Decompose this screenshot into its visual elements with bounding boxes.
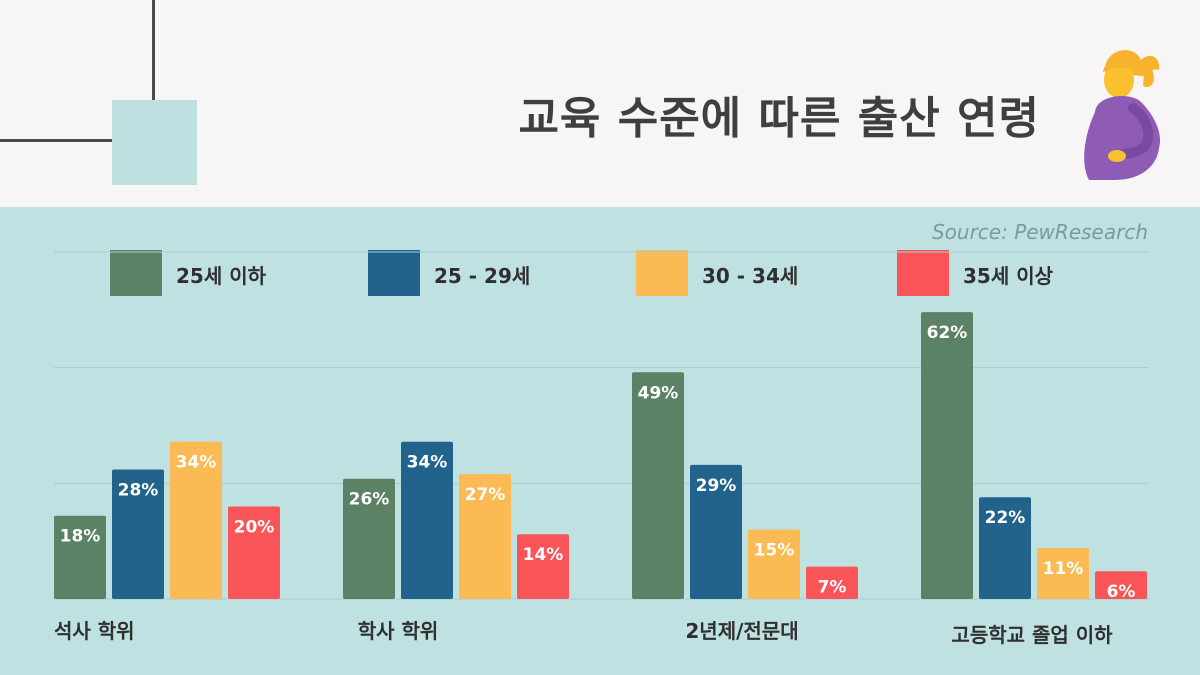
- legend-swatch: [636, 250, 688, 296]
- pregnant-woman-icon: [1084, 50, 1161, 180]
- bar-value-label: 49%: [638, 383, 679, 403]
- category-label: 2년제/전문대: [685, 619, 798, 643]
- category-label: 학사 학위: [358, 619, 439, 643]
- bar-value-label: 34%: [407, 453, 448, 473]
- bar-value-label: 20%: [234, 517, 275, 537]
- bar: [690, 464, 742, 599]
- bar: [343, 478, 395, 599]
- bar-labels: 18% 28% 34% 20% 26% 34% 27% 14% 49% 29% 15% 7% 62% 22…: [60, 323, 1136, 602]
- bars: [54, 312, 1147, 599]
- bar: [170, 441, 222, 599]
- legend-label: 30 - 34세: [702, 264, 799, 288]
- bar-value-label: 28%: [118, 480, 159, 500]
- bar: [806, 566, 858, 599]
- category-label: 석사 학위: [54, 619, 135, 643]
- category-labels: 석사 학위 학사 학위 2년제/전문대 고등학교 졸업 이하: [54, 619, 1113, 647]
- bar: [112, 469, 164, 599]
- page-title: 교육 수준에 따른 출산 연령: [518, 93, 1040, 144]
- legend-swatch: [897, 250, 949, 296]
- bar-value-label: 18%: [60, 527, 101, 547]
- bar-value-label: 7%: [818, 578, 847, 598]
- bar: [921, 312, 973, 599]
- bar: [632, 372, 684, 599]
- bar: [401, 441, 453, 599]
- bar: [517, 534, 569, 599]
- bar-value-label: 26%: [349, 490, 390, 510]
- source-note: Source: PewResearch: [931, 220, 1148, 244]
- bar-value-label: 62%: [927, 323, 968, 343]
- bar-value-label: 15%: [754, 541, 795, 561]
- legend-swatch: [368, 250, 420, 296]
- bar: [228, 506, 280, 599]
- bar: [748, 529, 800, 599]
- decorative-square: [112, 100, 197, 185]
- bar: [1037, 548, 1089, 599]
- legend-label: 25 - 29세: [434, 264, 531, 288]
- decorative-line: [0, 139, 155, 142]
- legend-label: 25세 이하: [176, 264, 266, 288]
- decorative-line: [152, 0, 155, 142]
- header: 교육 수준에 따른 출산 연령: [0, 0, 1200, 207]
- bar: [979, 497, 1031, 599]
- bar-value-label: 27%: [465, 485, 506, 505]
- bar: [54, 515, 106, 599]
- bar-value-label: 29%: [696, 476, 737, 496]
- bar-value-label: 11%: [1043, 559, 1084, 579]
- bar: [459, 474, 511, 599]
- bar: [1095, 571, 1147, 599]
- bar-value-label: 34%: [176, 453, 217, 473]
- category-label: 고등학교 졸업 이하: [951, 623, 1113, 647]
- bar-value-label: 6%: [1107, 582, 1136, 602]
- bar-value-label: 14%: [523, 545, 564, 565]
- bar-value-label: 22%: [985, 508, 1026, 528]
- legend-swatch: [110, 250, 162, 296]
- legend-label: 35세 이상: [963, 264, 1053, 288]
